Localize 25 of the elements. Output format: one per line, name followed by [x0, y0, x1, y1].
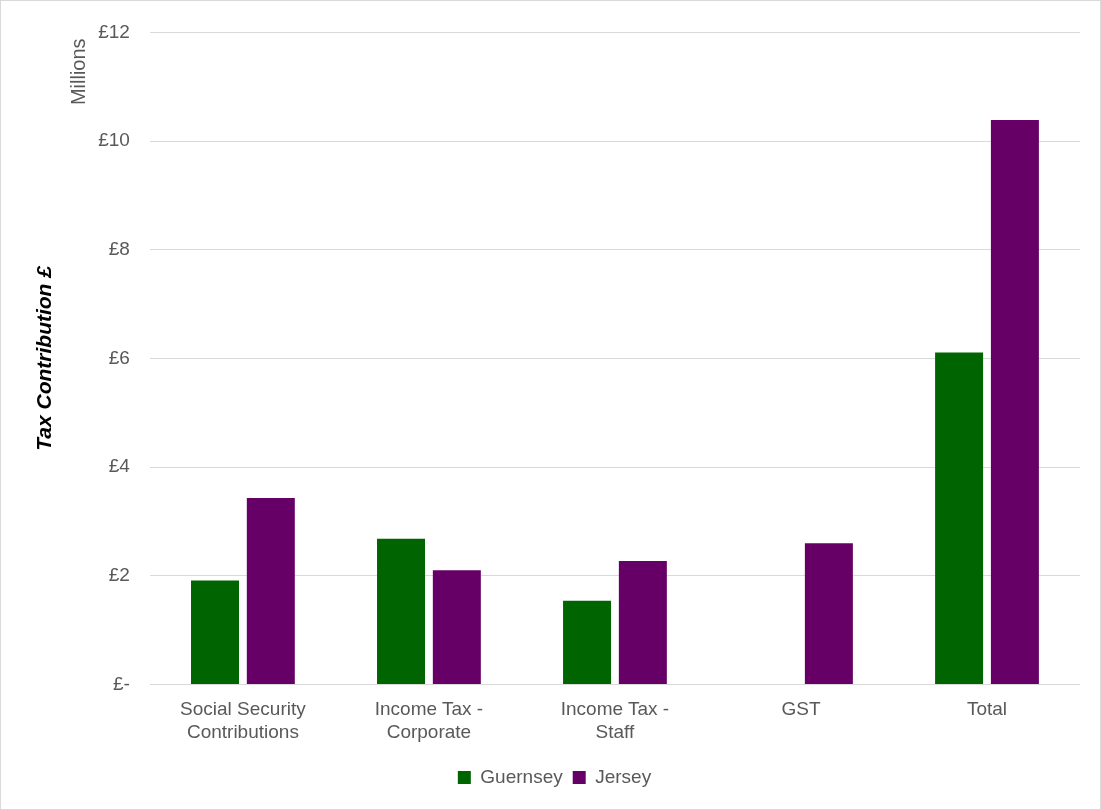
- y-tick-label: £8: [108, 237, 130, 259]
- x-tick-label: Social Security Contributions: [180, 698, 307, 742]
- bar: [377, 538, 426, 684]
- y-tick-label: £12: [98, 20, 130, 42]
- bar: [804, 543, 853, 684]
- x-tick-label: Total: [966, 698, 1008, 720]
- legend-label: Guernsey: [480, 765, 564, 787]
- x-tick-label: GST: [781, 698, 821, 720]
- legend-label: Jersey: [595, 765, 652, 787]
- y-tick-label: £6: [108, 346, 130, 368]
- y-tick-label: £4: [108, 455, 131, 477]
- x-tick-label: Income Tax - Corporate: [374, 698, 484, 742]
- text: Millions: [67, 38, 90, 106]
- bar: [935, 352, 984, 684]
- bar: [432, 570, 481, 684]
- bar: [618, 561, 667, 684]
- bar: [191, 580, 239, 684]
- bar: [990, 119, 1039, 684]
- y-tick-label: £10: [98, 129, 130, 151]
- y-tick-label: £2: [108, 563, 130, 585]
- y-tick-label: £-: [112, 672, 130, 694]
- x-tick-label: Income Tax - Staff: [560, 698, 670, 742]
- y-axis-title: Tax Contribution £: [32, 264, 56, 451]
- bar: [246, 498, 295, 684]
- bar: [563, 600, 612, 684]
